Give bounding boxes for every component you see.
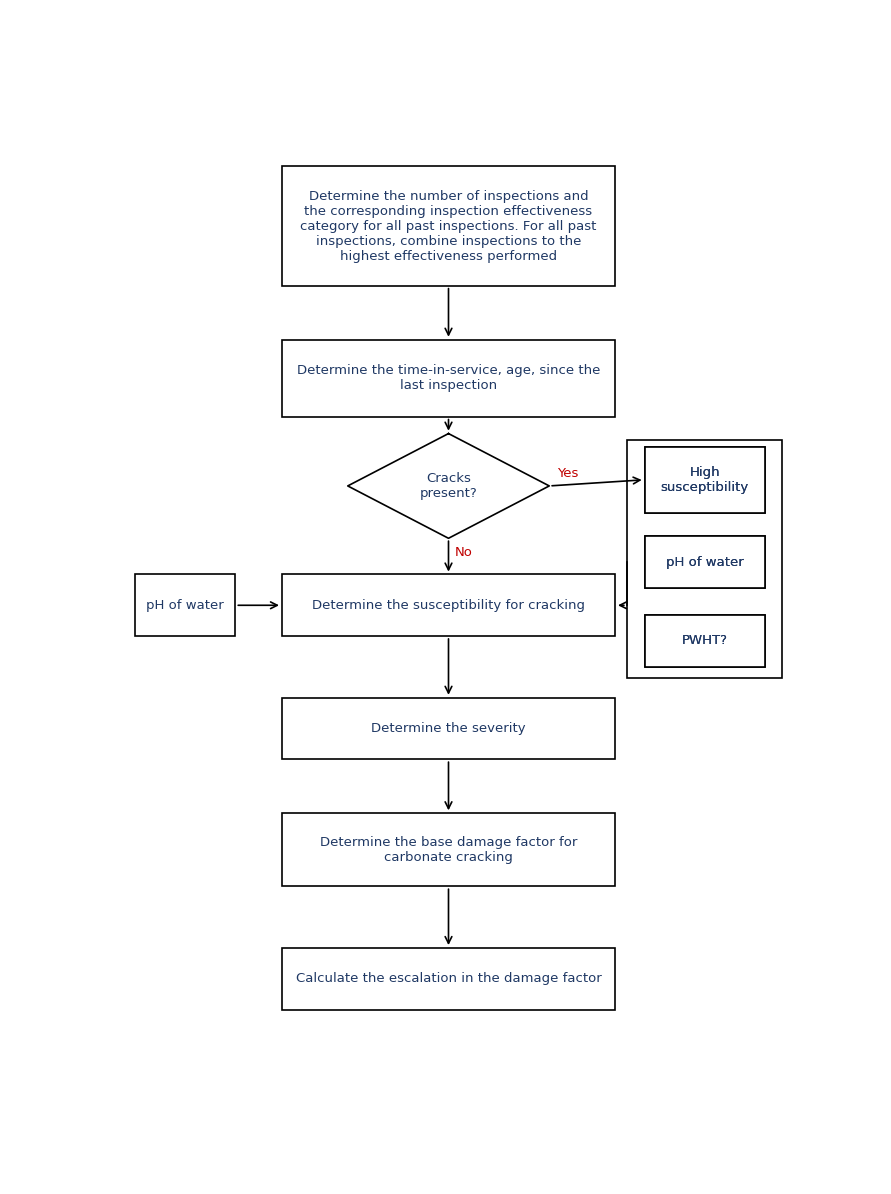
Text: pH of water: pH of water <box>146 598 224 611</box>
FancyBboxPatch shape <box>282 697 615 759</box>
FancyBboxPatch shape <box>644 448 764 513</box>
Text: Determine the number of inspections and
the corresponding inspection effectivene: Determine the number of inspections and … <box>300 190 597 263</box>
FancyBboxPatch shape <box>626 439 781 678</box>
FancyBboxPatch shape <box>282 166 615 285</box>
Text: High
susceptibility: High susceptibility <box>660 466 748 494</box>
Text: Determine the susceptibility for cracking: Determine the susceptibility for crackin… <box>312 598 585 611</box>
Text: PWHT?: PWHT? <box>682 634 728 647</box>
FancyBboxPatch shape <box>282 948 615 1010</box>
Text: Determine the time-in-service, age, since the
last inspection: Determine the time-in-service, age, sinc… <box>297 364 601 392</box>
Text: Determine the severity: Determine the severity <box>372 722 526 736</box>
FancyBboxPatch shape <box>644 448 764 513</box>
FancyBboxPatch shape <box>135 574 235 636</box>
Polygon shape <box>347 433 549 538</box>
FancyBboxPatch shape <box>282 813 615 886</box>
Text: High
susceptibility: High susceptibility <box>660 466 748 494</box>
Text: Determine the base damage factor for
carbonate cracking: Determine the base damage factor for car… <box>320 836 577 863</box>
FancyBboxPatch shape <box>282 574 615 636</box>
Text: No: No <box>454 546 472 559</box>
FancyBboxPatch shape <box>644 536 764 589</box>
Text: PWHT?: PWHT? <box>682 634 728 647</box>
FancyBboxPatch shape <box>644 536 764 589</box>
Text: Yes: Yes <box>557 467 578 480</box>
FancyBboxPatch shape <box>644 615 764 667</box>
Text: Cracks
present?: Cracks present? <box>420 472 478 500</box>
FancyBboxPatch shape <box>644 615 764 667</box>
FancyBboxPatch shape <box>282 339 615 417</box>
Text: pH of water: pH of water <box>666 555 743 568</box>
Text: pH of water: pH of water <box>666 555 743 568</box>
Text: Calculate the escalation in the damage factor: Calculate the escalation in the damage f… <box>296 972 601 985</box>
